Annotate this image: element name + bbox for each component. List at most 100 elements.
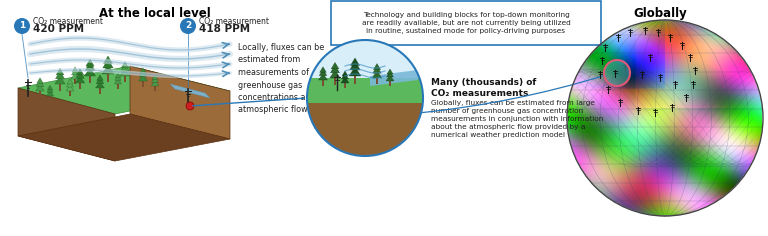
Text: CO₂ measurement: CO₂ measurement bbox=[33, 17, 103, 25]
Polygon shape bbox=[372, 66, 381, 73]
Text: Globally, fluxes can be estimated from large
number of greenhouse gas concentrat: Globally, fluxes can be estimated from l… bbox=[431, 100, 604, 138]
Bar bbox=[154, 86, 156, 91]
Bar bbox=[107, 74, 109, 81]
Polygon shape bbox=[86, 59, 94, 66]
Polygon shape bbox=[130, 66, 230, 139]
Text: 418 PPM: 418 PPM bbox=[199, 24, 250, 34]
Polygon shape bbox=[115, 73, 121, 78]
Polygon shape bbox=[151, 76, 158, 82]
Polygon shape bbox=[71, 73, 79, 79]
Bar bbox=[344, 83, 346, 88]
Polygon shape bbox=[350, 58, 359, 66]
Polygon shape bbox=[103, 59, 113, 68]
Polygon shape bbox=[18, 66, 230, 114]
Text: Locally, fluxes can be
estimated from
measurements of
greenhouse gas
concentrati: Locally, fluxes can be estimated from me… bbox=[238, 43, 331, 114]
Bar bbox=[124, 76, 126, 82]
Polygon shape bbox=[370, 70, 418, 86]
Polygon shape bbox=[319, 73, 327, 80]
Bar bbox=[59, 84, 61, 90]
Polygon shape bbox=[67, 79, 73, 84]
Polygon shape bbox=[115, 75, 121, 80]
Polygon shape bbox=[47, 87, 53, 93]
Text: 1: 1 bbox=[19, 21, 25, 30]
Polygon shape bbox=[373, 63, 381, 70]
Polygon shape bbox=[121, 64, 129, 71]
Polygon shape bbox=[307, 103, 423, 156]
Circle shape bbox=[186, 102, 194, 110]
Polygon shape bbox=[342, 73, 349, 79]
Polygon shape bbox=[66, 85, 74, 91]
Polygon shape bbox=[35, 84, 45, 91]
Polygon shape bbox=[386, 71, 393, 77]
Polygon shape bbox=[84, 67, 95, 76]
Bar bbox=[39, 91, 41, 97]
Polygon shape bbox=[76, 71, 84, 78]
Polygon shape bbox=[319, 69, 327, 76]
Bar bbox=[142, 81, 144, 87]
Text: CO₂ measurement: CO₂ measurement bbox=[199, 17, 269, 25]
Polygon shape bbox=[152, 75, 158, 79]
Polygon shape bbox=[114, 79, 121, 84]
Polygon shape bbox=[97, 75, 104, 80]
Bar bbox=[354, 76, 356, 84]
Text: At the local level: At the local level bbox=[99, 7, 211, 20]
Circle shape bbox=[14, 18, 30, 34]
Text: Technology and building blocks for top-down monitoring
are readily available, bu: Technology and building blocks for top-d… bbox=[362, 12, 571, 34]
Polygon shape bbox=[170, 84, 210, 98]
Bar bbox=[389, 81, 391, 86]
Polygon shape bbox=[140, 68, 146, 73]
Polygon shape bbox=[138, 74, 147, 81]
Bar bbox=[74, 79, 76, 84]
Text: 2: 2 bbox=[185, 21, 191, 30]
Polygon shape bbox=[104, 56, 112, 63]
Polygon shape bbox=[95, 81, 104, 88]
Polygon shape bbox=[48, 85, 53, 90]
Polygon shape bbox=[387, 69, 393, 74]
Bar bbox=[89, 76, 91, 83]
Bar bbox=[79, 83, 81, 89]
Bar bbox=[376, 78, 378, 84]
Polygon shape bbox=[386, 75, 394, 81]
Text: Many (thousands) of
CO₂ measurements: Many (thousands) of CO₂ measurements bbox=[431, 78, 536, 98]
Polygon shape bbox=[72, 67, 78, 72]
Polygon shape bbox=[330, 65, 339, 73]
Polygon shape bbox=[55, 76, 65, 84]
Bar bbox=[69, 91, 71, 96]
Polygon shape bbox=[55, 71, 65, 79]
Polygon shape bbox=[151, 80, 159, 86]
Polygon shape bbox=[56, 68, 64, 75]
Polygon shape bbox=[36, 80, 44, 87]
Polygon shape bbox=[71, 69, 78, 75]
Bar bbox=[49, 96, 51, 101]
Bar bbox=[118, 84, 119, 88]
Polygon shape bbox=[319, 67, 326, 72]
Polygon shape bbox=[341, 77, 349, 83]
Text: 420 PPM: 420 PPM bbox=[33, 24, 84, 34]
Polygon shape bbox=[18, 114, 230, 161]
Polygon shape bbox=[121, 69, 130, 76]
Polygon shape bbox=[139, 70, 147, 77]
Bar bbox=[99, 88, 101, 93]
Polygon shape bbox=[96, 77, 104, 84]
Bar bbox=[322, 80, 324, 85]
Polygon shape bbox=[121, 62, 128, 67]
Circle shape bbox=[604, 60, 630, 86]
Polygon shape bbox=[307, 78, 423, 103]
Polygon shape bbox=[331, 62, 339, 69]
Polygon shape bbox=[75, 76, 84, 83]
Polygon shape bbox=[67, 81, 74, 87]
FancyBboxPatch shape bbox=[331, 1, 601, 45]
Bar bbox=[334, 78, 336, 84]
Polygon shape bbox=[37, 78, 43, 83]
Polygon shape bbox=[342, 71, 348, 76]
Polygon shape bbox=[102, 65, 114, 74]
Circle shape bbox=[307, 40, 423, 156]
Polygon shape bbox=[85, 62, 95, 70]
Polygon shape bbox=[372, 71, 382, 78]
Polygon shape bbox=[307, 40, 423, 78]
Polygon shape bbox=[349, 61, 360, 70]
Polygon shape bbox=[329, 70, 340, 78]
Polygon shape bbox=[46, 91, 54, 96]
Polygon shape bbox=[18, 88, 115, 161]
Text: Globally: Globally bbox=[633, 7, 687, 20]
